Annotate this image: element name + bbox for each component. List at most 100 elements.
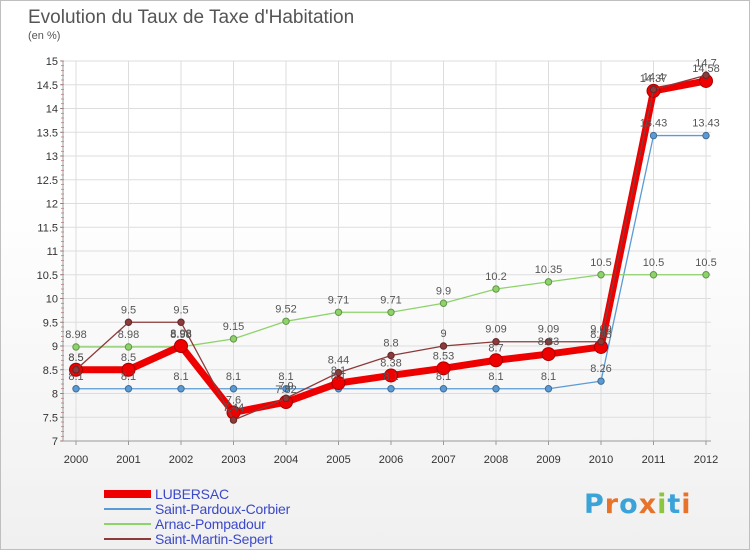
logo-letter: x bbox=[638, 489, 658, 520]
data-label-2: 10.5 bbox=[643, 257, 664, 269]
series-point-0 bbox=[121, 362, 136, 377]
series-point-1 bbox=[702, 131, 710, 140]
data-label-0: 7.82 bbox=[275, 384, 296, 396]
data-label-1: 8.1 bbox=[278, 371, 293, 383]
data-label-3: 7.9 bbox=[278, 380, 293, 392]
data-label-2: 10.5 bbox=[590, 257, 611, 269]
x-tick-label: 2002 bbox=[169, 454, 193, 466]
chart-title: Evolution du Taux de Taxe d'Habitation bbox=[28, 7, 355, 28]
data-label-2: 8.98 bbox=[170, 329, 191, 341]
series-point-3 bbox=[334, 368, 343, 377]
series-point-2 bbox=[492, 285, 500, 293]
data-label-1: 8.1 bbox=[68, 371, 83, 383]
data-label-0: 8.5 bbox=[68, 352, 83, 364]
legend-swatch bbox=[104, 508, 151, 510]
series-point-0 bbox=[436, 361, 451, 376]
data-label-2: 9.15 bbox=[223, 321, 244, 333]
y-tick-label: 9.5 bbox=[43, 317, 58, 329]
data-label-0: 14.37 bbox=[640, 73, 668, 85]
y-tick-label: 11.5 bbox=[37, 222, 58, 234]
series-layer bbox=[69, 71, 713, 424]
data-label-2: 8.98 bbox=[65, 329, 86, 341]
series-point-1 bbox=[387, 385, 395, 393]
data-label-3: 14.7 bbox=[695, 57, 716, 69]
data-label-2: 10.5 bbox=[695, 257, 716, 269]
data-label-3: 9 bbox=[440, 328, 446, 340]
x-tick-label: 2007 bbox=[431, 454, 455, 466]
proxiti-logo: Proxiti bbox=[584, 489, 692, 520]
x-tick-label: 2001 bbox=[116, 454, 140, 466]
legend-label: Arnac-Pompadour bbox=[155, 516, 266, 532]
series-point-1 bbox=[597, 377, 605, 385]
legend-swatch bbox=[104, 523, 151, 525]
grid bbox=[63, 60, 711, 442]
data-label-2: 9.71 bbox=[380, 294, 401, 306]
y-tick-label: 13 bbox=[46, 151, 58, 163]
y-tick-label: 15 bbox=[46, 56, 58, 68]
series-point-3 bbox=[492, 338, 500, 346]
series-point-1 bbox=[124, 385, 133, 393]
series-point-3 bbox=[282, 394, 290, 402]
x-tick-label: 2011 bbox=[642, 454, 666, 466]
data-label-0: 8.53 bbox=[433, 350, 454, 362]
x-tick-label: 2008 bbox=[484, 454, 508, 466]
data-label-3: 9.5 bbox=[173, 304, 188, 316]
x-tick-label: 2000 bbox=[64, 454, 88, 466]
data-label-1: 8.1 bbox=[226, 371, 241, 383]
data-label-3: 9.5 bbox=[121, 304, 136, 316]
series-point-3 bbox=[597, 338, 605, 346]
legend-swatch bbox=[104, 490, 151, 498]
series-point-2 bbox=[649, 271, 658, 279]
series-point-1 bbox=[439, 385, 448, 393]
data-label-3: 8.44 bbox=[328, 355, 349, 367]
logo-letter: P bbox=[584, 489, 605, 520]
data-label-1: 8.1 bbox=[436, 371, 451, 383]
series-point-3 bbox=[544, 338, 553, 346]
logo-letter: r bbox=[604, 489, 620, 520]
series-point-2 bbox=[597, 271, 605, 279]
data-label-0: 8.98 bbox=[590, 329, 611, 341]
logo-letter: t bbox=[667, 489, 682, 520]
data-label-2: 9.52 bbox=[275, 303, 296, 315]
x-tick-label: 2006 bbox=[379, 454, 403, 466]
data-label-0: 8.38 bbox=[380, 357, 401, 369]
logo-letter: i bbox=[657, 489, 668, 520]
chart-subtitle: (en %) bbox=[28, 30, 61, 42]
x-tick-label: 2003 bbox=[221, 454, 245, 466]
series-point-3 bbox=[649, 85, 658, 94]
logo-letter: i bbox=[681, 489, 692, 520]
x-tick-label: 2010 bbox=[589, 454, 613, 466]
legend-swatch bbox=[104, 538, 151, 540]
data-label-3: 8.5 bbox=[68, 352, 83, 364]
data-label-1: 8.26 bbox=[590, 363, 611, 375]
x-tick-label: 2009 bbox=[536, 454, 560, 466]
data-label-1: 13.43 bbox=[692, 118, 720, 130]
series-point-2 bbox=[334, 308, 343, 316]
series-point-0 bbox=[489, 353, 503, 368]
series-point-2 bbox=[544, 278, 553, 286]
data-label-0: 8.5 bbox=[121, 352, 136, 364]
y-tick-label: 11 bbox=[47, 246, 58, 258]
series-point-2 bbox=[387, 308, 395, 316]
data-label-3: 7.44 bbox=[223, 402, 244, 414]
series-point-3 bbox=[702, 71, 710, 79]
data-label-2: 10.2 bbox=[485, 271, 506, 283]
y-tick-label: 8 bbox=[52, 389, 58, 401]
series-point-1 bbox=[282, 385, 290, 393]
data-label-0: 8.83 bbox=[538, 336, 559, 348]
data-label-2: 10.35 bbox=[535, 264, 563, 276]
data-label-0: 7.6 bbox=[226, 395, 241, 407]
data-label-1: 8.1 bbox=[173, 371, 188, 383]
data-label-1: 13.43 bbox=[640, 118, 668, 130]
data-label-2: 9.9 bbox=[436, 285, 451, 297]
logo-letter: o bbox=[619, 489, 639, 520]
y-tick-label: 7 bbox=[52, 436, 58, 448]
data-label-1: 8.1 bbox=[383, 371, 398, 383]
y-tick-label: 14 bbox=[46, 104, 58, 116]
axes: 7 7.5 8 8.5 9 9.5 10 10.5 11 11.5 12 12.5 13 13.5 14 14… bbox=[37, 56, 719, 466]
series-point-3 bbox=[177, 318, 185, 326]
data-label-0: 8.1 bbox=[331, 365, 346, 377]
series-point-1 bbox=[492, 385, 500, 393]
y-tick-label: 12.5 bbox=[37, 175, 58, 187]
